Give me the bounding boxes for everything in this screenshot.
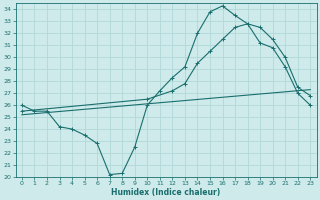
X-axis label: Humidex (Indice chaleur): Humidex (Indice chaleur) <box>111 188 221 197</box>
